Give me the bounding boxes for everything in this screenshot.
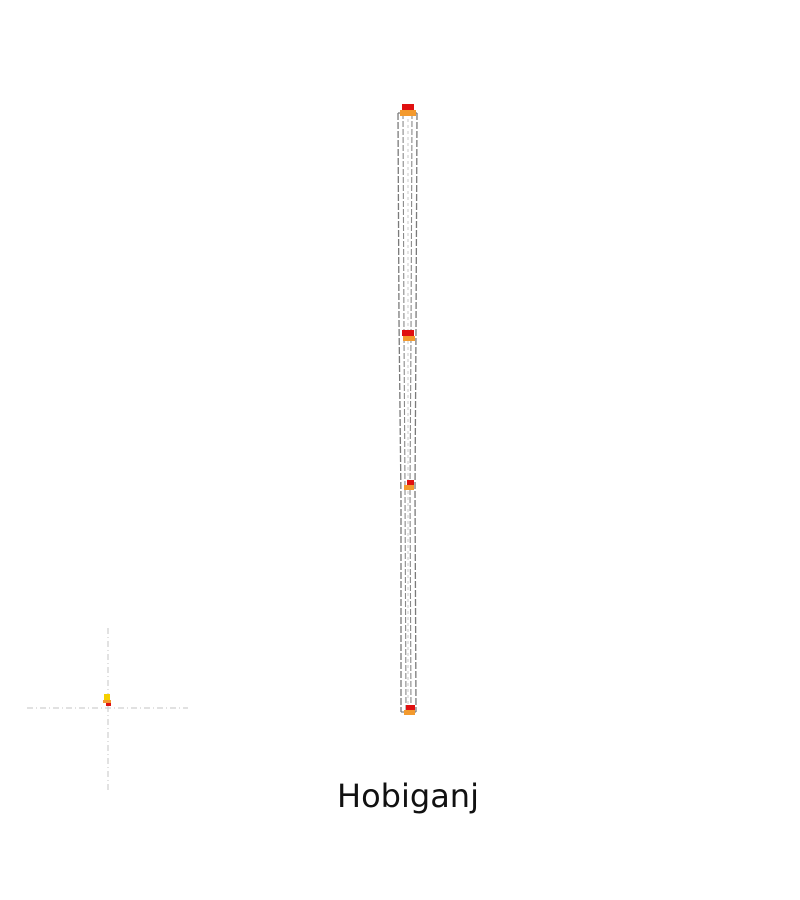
locator-marker-red bbox=[106, 703, 111, 706]
map-title: Hobiganj bbox=[337, 777, 479, 815]
marker-bottom bbox=[404, 705, 415, 715]
locator-marker-orange bbox=[103, 700, 111, 703]
locator-marker-yellow bbox=[104, 694, 110, 700]
marker-top bbox=[400, 104, 416, 116]
locator-inset bbox=[27, 628, 188, 790]
boundary-outer-right bbox=[414, 112, 418, 713]
boundary-inner-left bbox=[402, 112, 407, 713]
boundary-outer-left bbox=[397, 112, 402, 712]
marker-lower-middle bbox=[404, 480, 414, 490]
boundary-inner-right bbox=[409, 112, 413, 713]
marker-upper-middle bbox=[402, 330, 415, 341]
district-boundary bbox=[397, 112, 418, 713]
